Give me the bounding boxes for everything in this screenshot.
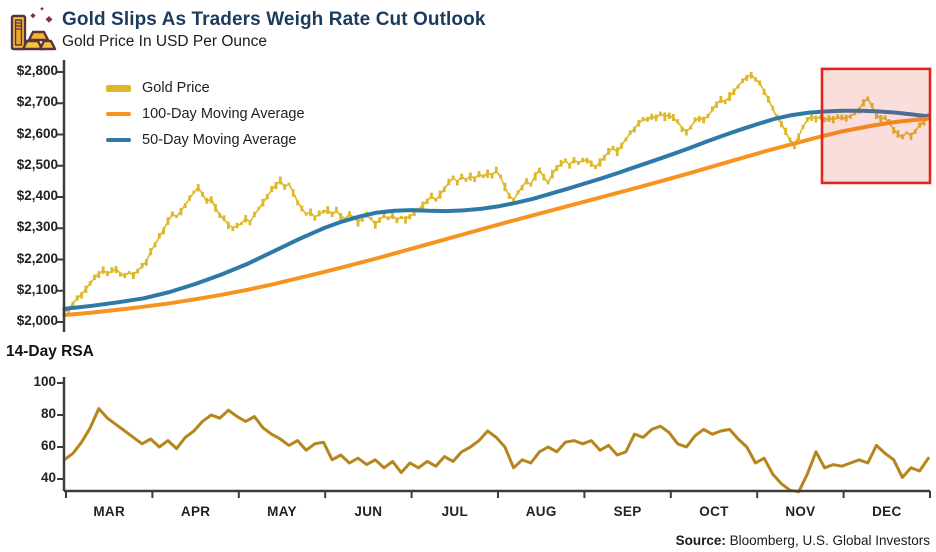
source-text: Bloomberg, U.S. Global Investors — [729, 533, 930, 548]
price-axis-tick-label: $2,600 — [16, 125, 58, 141]
source-label: Source: — [675, 533, 726, 548]
chart-title: Gold Slips As Traders Weigh Rate Cut Out… — [62, 9, 486, 30]
price-axis-tick-label: $2,500 — [16, 156, 58, 172]
chart-header: Gold Slips As Traders Weigh Rate Cut Out… — [62, 9, 486, 51]
month-axis-label: NOV — [785, 504, 816, 519]
legend-item-gold-price: Gold Price — [106, 75, 305, 101]
price-axis-tick-label: $2,400 — [16, 188, 58, 203]
gold-price-swatch-icon — [106, 84, 131, 92]
ma-50-swatch-icon — [106, 138, 131, 142]
price-axis-tick-label: $2,800 — [16, 63, 58, 78]
legend-label: Gold Price — [142, 80, 210, 96]
legend-label: 50-Day Moving Average — [142, 132, 297, 148]
legend-item-50-day-ma: 50-Day Moving Average — [106, 127, 305, 153]
price-axis-tick-label: $2,000 — [16, 313, 58, 328]
price-axis-tick-label: $2,100 — [16, 281, 58, 297]
gold-bars-icon — [6, 4, 58, 56]
month-axis-label: JUL — [441, 504, 468, 519]
rsi-axis-tick-label: 100 — [33, 374, 56, 389]
price-axis-tick-label: $2,700 — [16, 94, 58, 110]
gold-bars-icon-svg — [10, 7, 57, 51]
price-axis-tick-label: $2,200 — [16, 250, 58, 266]
price-axis-tick-label: $2,300 — [16, 219, 58, 235]
rsi-axis-tick-label: 80 — [40, 406, 56, 421]
month-axis-label: SEP — [613, 504, 642, 519]
rsi-panel-label: 14-Day RSA — [6, 343, 94, 360]
month-axis-label: OCT — [699, 504, 729, 519]
month-axis-label: APR — [180, 504, 211, 519]
chart-subtitle: Gold Price In USD Per Ounce — [62, 33, 268, 50]
legend-item-100-day-ma: 100-Day Moving Average — [106, 101, 305, 127]
legend-label: 100-Day Moving Average — [142, 106, 305, 122]
month-axis-label: JUN — [354, 504, 383, 519]
month-axis-label: AUG — [525, 504, 557, 519]
rsi-axis-tick-label: 40 — [40, 470, 56, 485]
month-axis-label: MAY — [267, 504, 297, 519]
rsi-axis-tick-label: 60 — [40, 438, 56, 453]
chart-legend: Gold Price 100-Day Moving Average 50-Day… — [106, 75, 305, 153]
month-axis-label: DEC — [872, 504, 902, 519]
month-axis-label: MAR — [93, 504, 126, 519]
source-note: Source: Bloomberg, U.S. Global Investors — [676, 533, 930, 548]
ma-100-swatch-icon — [106, 112, 131, 116]
